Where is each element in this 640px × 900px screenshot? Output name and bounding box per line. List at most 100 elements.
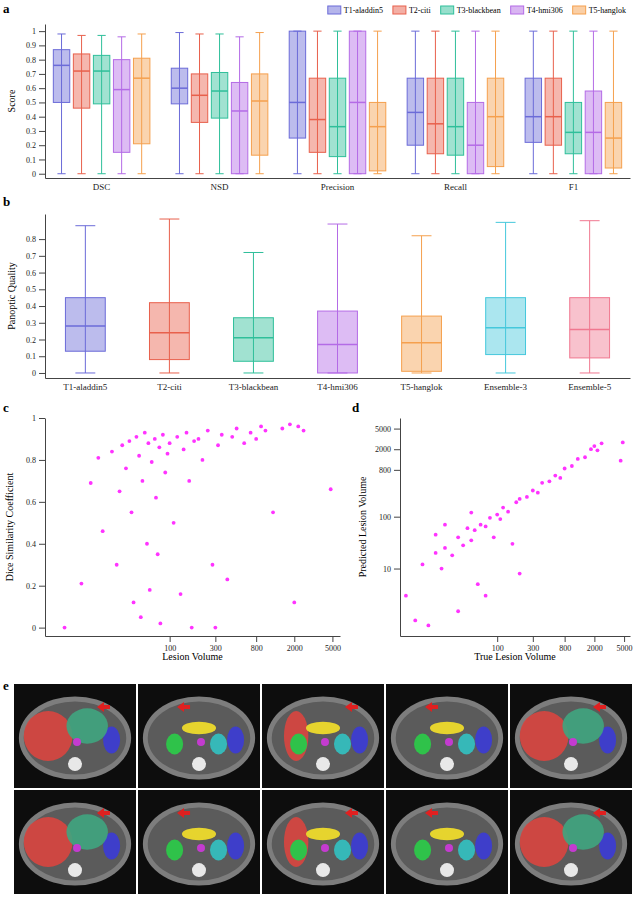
point — [540, 481, 544, 485]
tick: 0.4 — [26, 302, 45, 311]
median-line — [113, 89, 129, 91]
tick-label: T2-citi — [157, 382, 182, 392]
point — [479, 523, 483, 527]
body-inner — [396, 808, 498, 881]
organ-kidney — [414, 840, 431, 861]
point — [143, 431, 147, 435]
axis-line — [45, 215, 46, 379]
tick: 0.1 — [26, 156, 45, 165]
point — [206, 429, 210, 433]
tick-label: F1 — [569, 182, 579, 192]
whisker-cap — [580, 372, 600, 373]
tick: 0.7 — [26, 70, 45, 79]
point — [150, 460, 154, 464]
point — [296, 424, 300, 428]
legend-label: T3-blackbean — [457, 6, 501, 15]
whisker-cap — [529, 31, 537, 32]
tick: 0 — [32, 170, 45, 179]
box — [585, 31, 601, 174]
box — [545, 31, 561, 174]
median-line — [289, 102, 305, 104]
tick: 5000 — [375, 425, 400, 434]
aorta — [321, 738, 329, 746]
tick-label: Ensemble-3 — [484, 382, 527, 392]
point — [583, 455, 587, 459]
tick-label: DSC — [93, 182, 111, 192]
ct-image — [138, 684, 260, 788]
whisker-cap — [431, 31, 439, 32]
box — [234, 252, 274, 372]
whisker-cap — [580, 220, 600, 221]
tick-label: 0.7 — [26, 252, 36, 261]
tick-mark — [39, 102, 45, 103]
tick: 0.2 — [26, 582, 45, 591]
ct-image — [510, 684, 632, 788]
box — [149, 219, 189, 373]
box-body — [525, 78, 541, 142]
image-background — [138, 684, 260, 788]
point — [498, 517, 502, 521]
box — [318, 224, 358, 373]
organ-spleen — [351, 726, 368, 753]
box-body — [191, 74, 207, 122]
axis-title: True Lesion Volume — [474, 651, 556, 662]
point — [426, 624, 430, 628]
whisker-cap — [333, 31, 341, 32]
median-line — [191, 95, 207, 97]
point — [484, 594, 488, 598]
tick-mark — [39, 60, 45, 61]
tick-label: 0.3 — [26, 319, 36, 328]
whisker-cap — [77, 35, 85, 36]
point — [101, 529, 105, 533]
tick-label: 0.8 — [26, 56, 36, 65]
legend-swatch — [393, 6, 406, 14]
tick: 0.9 — [26, 41, 45, 50]
legend-label: T5-hanglok — [589, 6, 626, 15]
point — [589, 447, 593, 451]
tick-label: 0 — [32, 369, 36, 378]
whisker-cap — [569, 31, 577, 32]
point — [127, 439, 131, 443]
point — [553, 474, 557, 478]
whisker-cap — [77, 173, 85, 174]
whisker-cap — [549, 31, 557, 32]
legend-swatch — [511, 6, 524, 14]
point — [288, 422, 292, 426]
point — [192, 439, 196, 443]
box — [487, 31, 503, 174]
legend: T1-aladdin5T2-citiT3-blackbeanT4-hmi306T… — [328, 6, 626, 15]
body-inner — [272, 702, 374, 775]
tick-label: 0.4 — [26, 540, 36, 549]
organ-kidney — [334, 734, 351, 755]
median-line — [486, 327, 526, 329]
whisker-cap — [75, 225, 95, 226]
point — [124, 466, 128, 470]
axis: 00.20.40.60.81 — [26, 414, 46, 636]
tick: 0.6 — [26, 84, 45, 93]
tick-mark — [594, 636, 595, 642]
tick-label: 0.3 — [26, 127, 36, 136]
tick-mark — [497, 636, 498, 642]
body — [143, 802, 255, 885]
point — [592, 444, 596, 448]
tick: 0 — [32, 624, 45, 633]
vertebra — [192, 863, 206, 877]
aorta — [73, 844, 81, 852]
axis-title: Predicted Lesion Volume — [357, 476, 368, 577]
median-line — [407, 112, 423, 114]
box — [407, 31, 423, 174]
box — [486, 222, 526, 373]
tick-mark — [39, 323, 45, 324]
axis-title: Score — [6, 89, 17, 112]
tick-label: 0.9 — [26, 41, 36, 50]
ct-image — [386, 684, 508, 788]
box-body — [329, 78, 345, 156]
axis-line — [45, 25, 46, 179]
point — [619, 459, 623, 463]
aorta — [73, 738, 81, 746]
tick: 0.4 — [26, 540, 45, 549]
median-line — [585, 132, 601, 134]
median-line — [231, 110, 247, 112]
point — [621, 441, 625, 445]
image-background — [138, 790, 260, 894]
